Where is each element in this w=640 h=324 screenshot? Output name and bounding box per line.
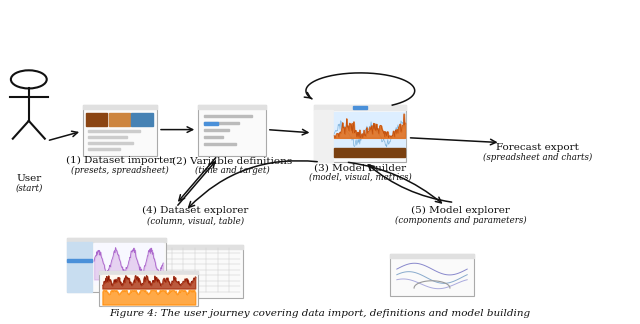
Bar: [204, 136, 223, 138]
FancyBboxPatch shape: [198, 105, 266, 156]
Bar: [109, 113, 130, 126]
FancyBboxPatch shape: [67, 238, 166, 292]
Text: (2) Variable definitions: (2) Variable definitions: [172, 156, 292, 165]
FancyBboxPatch shape: [157, 245, 243, 298]
FancyBboxPatch shape: [314, 105, 406, 162]
Text: Figure 4: The user journey covering data import, definitions and model building: Figure 4: The user journey covering data…: [109, 308, 531, 318]
Bar: [334, 112, 405, 149]
Bar: [94, 243, 163, 284]
Bar: [204, 129, 229, 131]
Text: Forecast export: Forecast export: [496, 143, 579, 152]
Bar: [204, 122, 218, 125]
Text: (5) Model explorer: (5) Model explorer: [412, 206, 510, 215]
Text: (column, visual, table): (column, visual, table): [147, 216, 244, 225]
Bar: [67, 259, 92, 262]
Text: (1) Dataset importer: (1) Dataset importer: [66, 156, 175, 165]
Bar: [334, 148, 405, 157]
Bar: [390, 254, 474, 258]
Text: (start): (start): [15, 184, 42, 193]
Bar: [157, 245, 243, 249]
Bar: [88, 130, 140, 132]
Bar: [204, 143, 236, 145]
Text: (components and parameters): (components and parameters): [395, 216, 527, 225]
Bar: [314, 105, 406, 110]
Bar: [353, 106, 367, 109]
Bar: [131, 113, 153, 126]
Bar: [204, 122, 239, 124]
Bar: [67, 242, 92, 292]
Text: (time and target): (time and target): [195, 166, 269, 175]
Bar: [88, 136, 127, 138]
Bar: [83, 105, 157, 109]
FancyBboxPatch shape: [83, 105, 157, 156]
Bar: [314, 110, 333, 162]
Text: (4) Dataset explorer: (4) Dataset explorer: [142, 206, 248, 215]
Bar: [88, 148, 120, 150]
Text: User: User: [16, 174, 42, 183]
Bar: [99, 271, 198, 274]
Text: (spreadsheet and charts): (spreadsheet and charts): [483, 153, 592, 162]
Bar: [204, 115, 252, 117]
FancyBboxPatch shape: [99, 271, 198, 306]
Text: (3) Model builder: (3) Model builder: [314, 163, 406, 172]
Text: (model, visual, metrics): (model, visual, metrics): [309, 173, 412, 182]
Bar: [88, 142, 133, 144]
FancyBboxPatch shape: [390, 254, 474, 296]
Bar: [86, 113, 108, 126]
Bar: [67, 238, 166, 242]
Text: (presets, spreadsheet): (presets, spreadsheet): [72, 166, 169, 175]
Bar: [198, 105, 266, 109]
Bar: [102, 275, 195, 305]
